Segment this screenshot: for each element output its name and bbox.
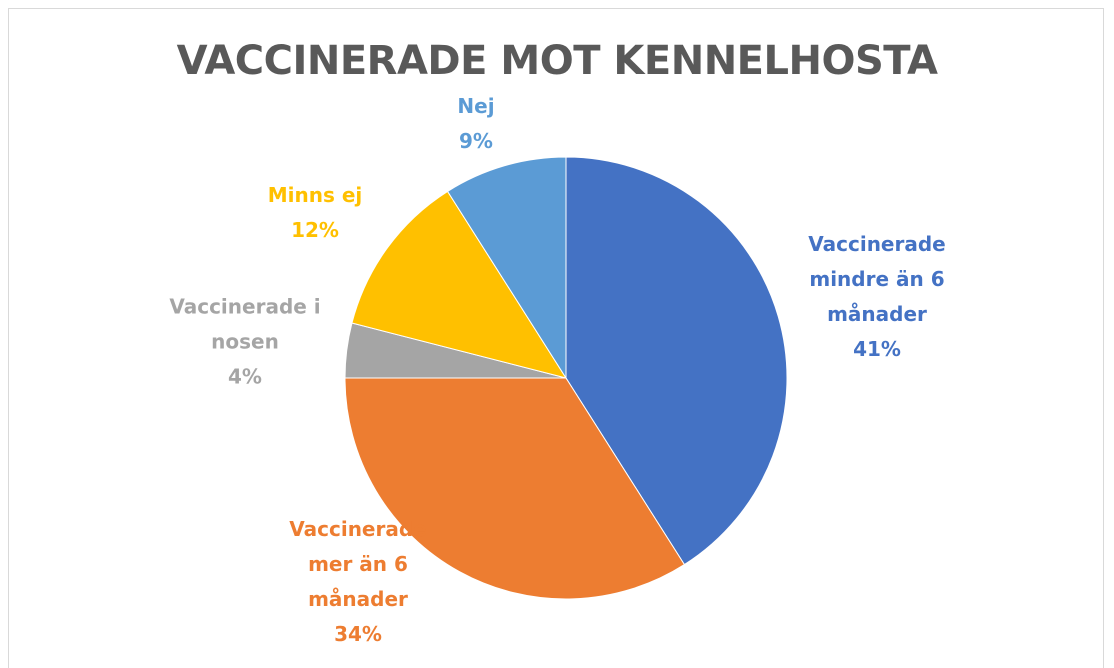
category-label: Vaccinerade mer än 6 månader: [289, 517, 427, 611]
category-label: Vaccinerade i nosen: [169, 294, 321, 354]
category-label: Nej: [457, 94, 495, 118]
slice-label: Nej 9%: [416, 89, 536, 159]
value-label: 9%: [459, 129, 493, 153]
slice-label: Vaccinerade mer än 6 månader 34%: [273, 512, 443, 652]
value-label: 4%: [228, 364, 262, 389]
pie-slice: [344, 377, 686, 600]
pie-slice: [446, 156, 567, 380]
category-label: Minns ej: [267, 183, 363, 207]
chart-frame: [8, 8, 1104, 668]
value-label: 34%: [334, 622, 382, 646]
category-label: Vaccinerade mindre än 6 månader: [808, 232, 946, 326]
slice-label: Minns ej 12%: [240, 178, 390, 248]
pie-slice: [351, 190, 568, 379]
slice-label: Vaccinerade mindre än 6 månader 41%: [782, 227, 972, 367]
value-label: 41%: [853, 337, 901, 361]
slice-label: Vaccinerade i nosen 4%: [160, 290, 330, 395]
chart-title: VACCINERADE MOT KENNELHOSTA: [176, 38, 938, 84]
pie-slice: [565, 156, 788, 566]
value-label: 12%: [291, 218, 339, 242]
